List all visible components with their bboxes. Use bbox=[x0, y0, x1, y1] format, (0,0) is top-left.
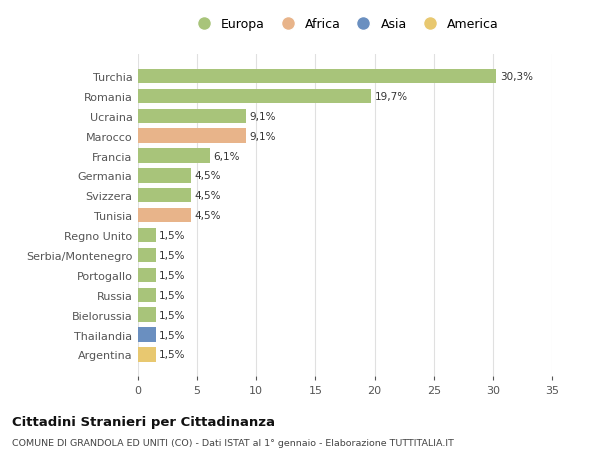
Text: 4,5%: 4,5% bbox=[195, 211, 221, 221]
Bar bbox=[138, 70, 496, 84]
Text: COMUNE DI GRANDOLA ED UNITI (CO) - Dati ISTAT al 1° gennaio - Elaborazione TUTTI: COMUNE DI GRANDOLA ED UNITI (CO) - Dati … bbox=[12, 438, 454, 448]
Bar bbox=[138, 308, 156, 322]
Text: 1,5%: 1,5% bbox=[159, 330, 186, 340]
Text: 30,3%: 30,3% bbox=[500, 72, 533, 82]
Bar bbox=[138, 268, 156, 282]
Text: 1,5%: 1,5% bbox=[159, 230, 186, 241]
Bar bbox=[138, 90, 371, 104]
Text: 4,5%: 4,5% bbox=[195, 171, 221, 181]
Bar bbox=[138, 208, 191, 223]
Text: 1,5%: 1,5% bbox=[159, 290, 186, 300]
Bar bbox=[138, 347, 156, 362]
Bar bbox=[138, 248, 156, 263]
Bar bbox=[138, 189, 191, 203]
Text: 6,1%: 6,1% bbox=[214, 151, 240, 161]
Bar bbox=[138, 229, 156, 243]
Text: 1,5%: 1,5% bbox=[159, 251, 186, 260]
Text: Cittadini Stranieri per Cittadinanza: Cittadini Stranieri per Cittadinanza bbox=[12, 415, 275, 428]
Bar bbox=[138, 328, 156, 342]
Bar bbox=[138, 149, 210, 163]
Bar bbox=[138, 109, 245, 123]
Text: 1,5%: 1,5% bbox=[159, 350, 186, 359]
Text: 1,5%: 1,5% bbox=[159, 310, 186, 320]
Text: 9,1%: 9,1% bbox=[249, 131, 275, 141]
Legend: Europa, Africa, Asia, America: Europa, Africa, Asia, America bbox=[186, 13, 504, 36]
Text: 9,1%: 9,1% bbox=[249, 112, 275, 122]
Bar bbox=[138, 169, 191, 183]
Bar bbox=[138, 129, 245, 144]
Text: 4,5%: 4,5% bbox=[195, 191, 221, 201]
Text: 1,5%: 1,5% bbox=[159, 270, 186, 280]
Bar bbox=[138, 288, 156, 302]
Text: 19,7%: 19,7% bbox=[374, 92, 407, 101]
